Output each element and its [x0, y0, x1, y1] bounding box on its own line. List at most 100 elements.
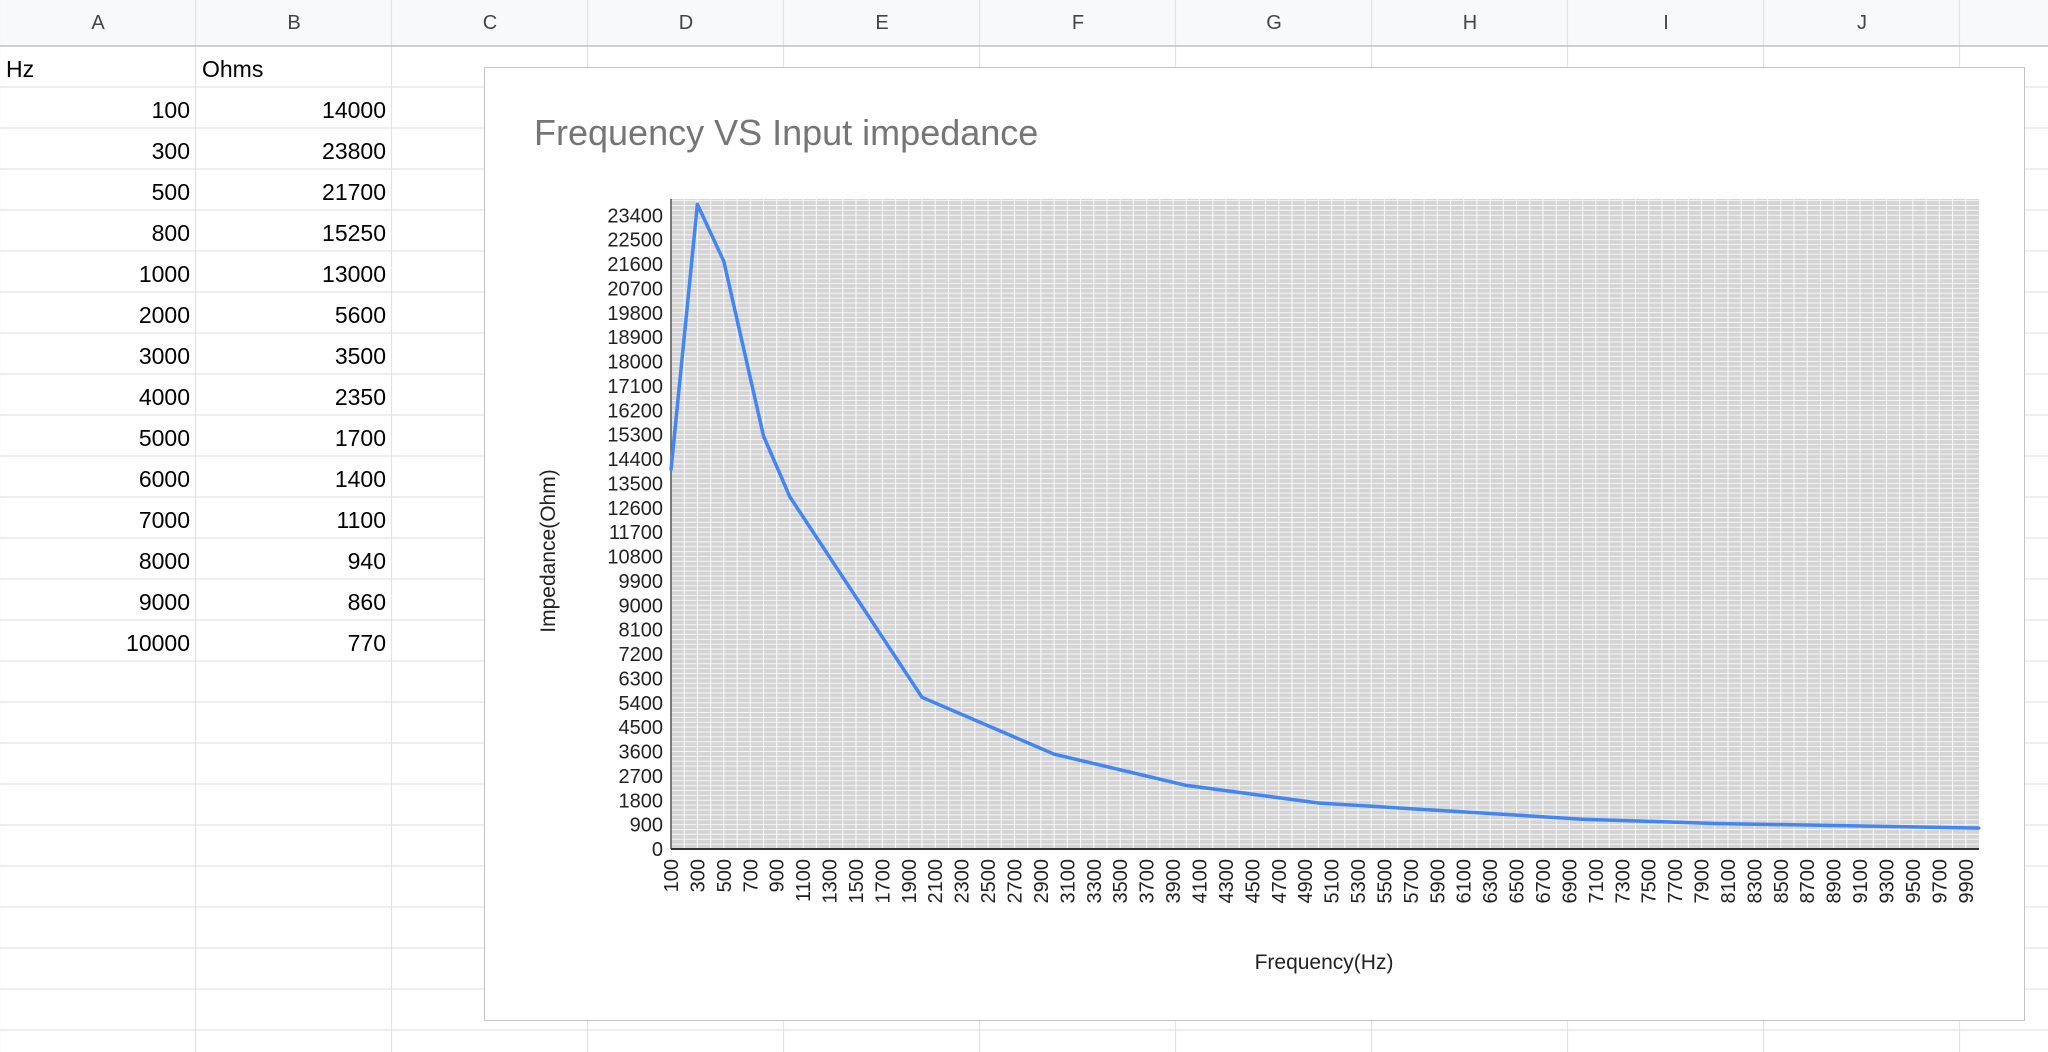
- x-tick-label: 3100: [1057, 859, 1079, 904]
- x-tick-label: 3700: [1137, 859, 1159, 904]
- x-tick-label: 5100: [1322, 859, 1344, 904]
- y-tick-label: 900: [630, 815, 663, 837]
- cell-hz[interactable]: 5000: [138, 425, 190, 451]
- x-tick-label: 100: [661, 859, 683, 892]
- data-point: [695, 202, 699, 206]
- cell-ohms[interactable]: 1100: [336, 507, 386, 533]
- y-tick-label: 20700: [607, 278, 663, 300]
- chart-title: Frequency VS Input impedance: [534, 112, 1038, 153]
- data-point: [1845, 824, 1849, 828]
- cell-ohms[interactable]: 2350: [334, 384, 386, 410]
- x-tick-label: 4700: [1269, 859, 1291, 904]
- y-tick-label: 11700: [609, 522, 663, 544]
- cell-hz[interactable]: 300: [151, 138, 190, 164]
- x-tick-label: 3300: [1084, 859, 1106, 904]
- cell-ohms[interactable]: 13000: [322, 261, 386, 287]
- y-tick-label: 9900: [619, 571, 664, 593]
- x-tick-label: 1900: [899, 859, 921, 904]
- x-tick-label: 7900: [1692, 859, 1714, 904]
- cell-hz[interactable]: 10000: [126, 630, 190, 656]
- column-header-g[interactable]: G: [1266, 12, 1282, 34]
- line-chart: Frequency VS Input impedance Frequency(H…: [534, 112, 1981, 974]
- series-line: [669, 202, 1980, 830]
- cell-ohms[interactable]: 5600: [334, 302, 386, 328]
- column-header-c[interactable]: C: [482, 12, 498, 34]
- header-cell-b[interactable]: Ohms: [202, 56, 264, 82]
- column-header-k[interactable]: [1960, 0, 2048, 46]
- x-tick-label: 8100: [1718, 859, 1740, 904]
- cell-ohms[interactable]: 860: [347, 589, 386, 615]
- x-tick-label: 7300: [1612, 859, 1634, 904]
- x-tick-label: 500: [714, 859, 736, 892]
- x-tick-label: 1500: [846, 859, 868, 904]
- data-point: [1184, 783, 1188, 787]
- data-point: [1977, 826, 1981, 830]
- y-tick-label: 9000: [619, 595, 664, 617]
- data-point: [1316, 801, 1320, 805]
- cell-hz[interactable]: 7000: [138, 507, 190, 533]
- y-tick-label: 4500: [619, 717, 664, 739]
- column-header-b[interactable]: B: [287, 12, 301, 34]
- x-tick-label: 9900: [1956, 859, 1978, 904]
- column-header-h[interactable]: H: [1462, 12, 1478, 34]
- cell-hz[interactable]: 3000: [138, 343, 190, 369]
- x-tick-label: 9500: [1903, 859, 1925, 904]
- column-header-f[interactable]: F: [1071, 12, 1085, 34]
- x-tick-label: 6700: [1533, 859, 1555, 904]
- data-point: [669, 468, 673, 472]
- cell-hz[interactable]: 9000: [138, 589, 190, 615]
- cell-hz[interactable]: 800: [151, 220, 190, 246]
- y-tick-label: 17100: [607, 376, 663, 398]
- cell-ohms[interactable]: 14000: [322, 97, 386, 123]
- cell-hz[interactable]: 4000: [138, 384, 190, 410]
- y-tick-label: 21600: [607, 254, 663, 276]
- x-tick-label: 7500: [1639, 859, 1661, 904]
- x-tick-label: 9300: [1877, 859, 1899, 904]
- x-tick-label: 8500: [1771, 859, 1793, 904]
- header-cell-a[interactable]: Hz: [6, 56, 35, 82]
- cell-ohms[interactable]: 3500: [334, 343, 386, 369]
- cell-ohms[interactable]: 1400: [334, 466, 386, 492]
- x-tick-label: 2300: [952, 859, 974, 904]
- cell-hz[interactable]: 6000: [138, 466, 190, 492]
- cell-ohms[interactable]: 21700: [322, 179, 386, 205]
- x-tick-label: 700: [740, 859, 762, 892]
- y-tick-label: 2700: [619, 766, 664, 788]
- y-tick-label: 13500: [607, 473, 663, 495]
- cell-ohms[interactable]: 1700: [334, 425, 386, 451]
- cell-hz[interactable]: 2000: [138, 302, 190, 328]
- chart-card[interactable]: Frequency VS Input impedance Frequency(H…: [484, 67, 2025, 1021]
- cell-hz[interactable]: 8000: [138, 548, 190, 574]
- column-header-e[interactable]: E: [875, 12, 889, 34]
- cell-ohms[interactable]: 15250: [322, 220, 386, 246]
- x-tick-label: 2500: [978, 859, 1000, 904]
- data-point: [788, 495, 792, 499]
- y-tick-label: 15300: [607, 425, 663, 447]
- x-tick-label: 3900: [1163, 859, 1185, 904]
- y-tick-label: 3600: [619, 742, 664, 764]
- x-tick-label: 1300: [820, 859, 842, 904]
- cell-ohms[interactable]: 940: [347, 548, 386, 574]
- column-header-i[interactable]: I: [1663, 12, 1669, 34]
- y-tick-label: 16200: [607, 400, 663, 422]
- y-tick-label: 10800: [607, 547, 663, 569]
- data-point: [722, 259, 726, 263]
- x-tick-label: 300: [687, 859, 709, 892]
- x-tick-label: 2900: [1031, 859, 1053, 904]
- cell-ohms[interactable]: 770: [347, 630, 386, 656]
- column-header-j[interactable]: J: [1857, 12, 1867, 34]
- cell-ohms[interactable]: 23800: [322, 138, 386, 164]
- cell-hz[interactable]: 100: [151, 97, 190, 123]
- x-tick-label: 4500: [1242, 859, 1264, 904]
- column-header-d[interactable]: D: [678, 12, 694, 34]
- data-point: [761, 434, 765, 438]
- cell-hz[interactable]: 500: [151, 179, 190, 205]
- data-point: [1449, 809, 1453, 813]
- cell-hz[interactable]: 1000: [138, 261, 190, 287]
- x-tick-label: 6100: [1454, 859, 1476, 904]
- y-tick-label: 5400: [619, 693, 664, 715]
- x-tick-label: 1700: [872, 859, 894, 904]
- y-tick-label: 0: [652, 839, 663, 861]
- column-header-a[interactable]: A: [91, 12, 105, 34]
- x-tick-label: 4900: [1295, 859, 1317, 904]
